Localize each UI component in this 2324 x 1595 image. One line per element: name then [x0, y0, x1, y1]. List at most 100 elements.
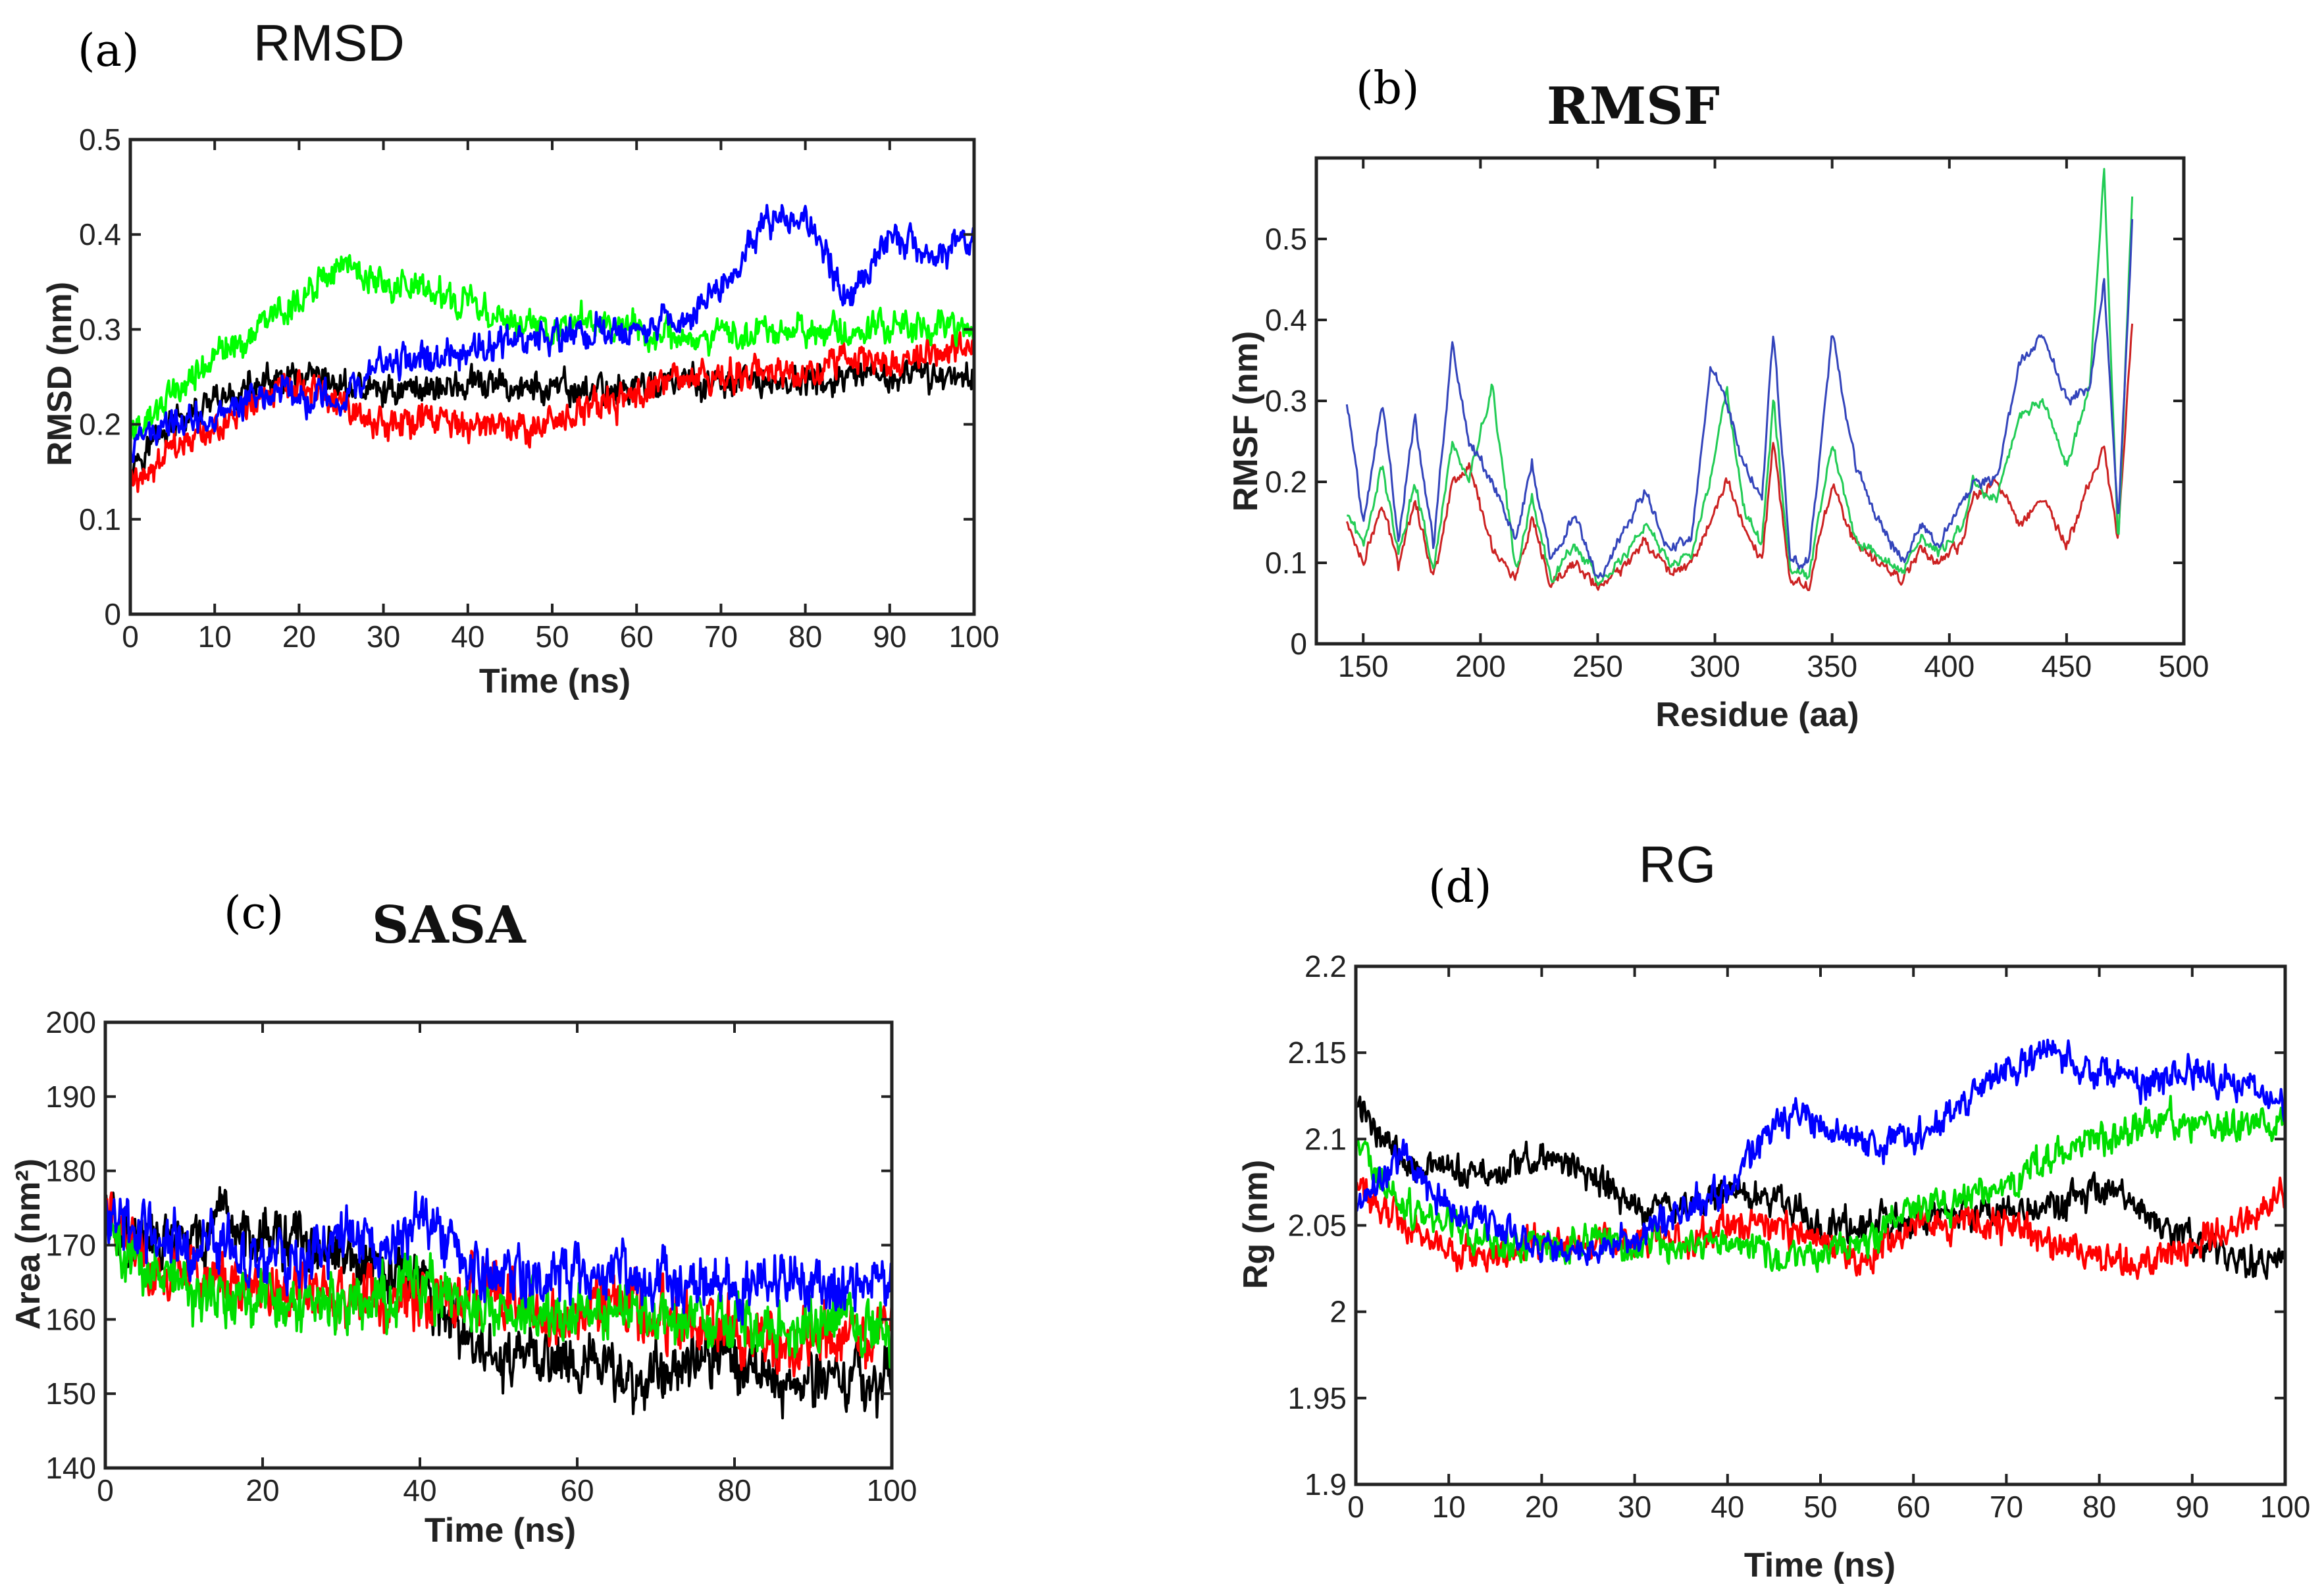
x-tick-label: 0 [1347, 1490, 1364, 1524]
x-tick-label: 100 [2260, 1490, 2311, 1524]
x-tick-label: 60 [560, 1473, 594, 1507]
plot-d: 0 10 20 30 40 50 60 70 80 90 100 1.9 1.95 2 2.05 2.1 2.1… [1287, 949, 2310, 1524]
series-line-green [1356, 1095, 2285, 1273]
y-tick-label: 170 [45, 1228, 96, 1263]
x-tick-label: 40 [403, 1473, 436, 1507]
y-tick-label: 190 [45, 1080, 96, 1114]
x-tick-label: 80 [788, 619, 822, 654]
x-tick-label: 20 [245, 1473, 279, 1507]
series-line-blue [1345, 219, 2134, 579]
x-tick-label: 500 [2159, 649, 2209, 683]
x-tick-label: 20 [1525, 1490, 1559, 1524]
panel-c: (c) SASA 0 20 40 60 80 100 140 150 160 170 180 190 2… [9, 887, 917, 1550]
x-tick-label: 10 [1432, 1490, 1466, 1524]
x-tick-label: 40 [451, 619, 484, 654]
x-tick-label: 50 [535, 619, 569, 654]
panel-a-title: RMSD [253, 14, 405, 72]
y-tick-label: 0.2 [1265, 465, 1307, 499]
series-line-blue [105, 1190, 892, 1326]
x-tick-label: 20 [282, 619, 316, 654]
y-tick-label: 2.1 [1304, 1122, 1347, 1156]
x-tick-label: 90 [873, 619, 906, 654]
panel-d: (d) RG 0 10 20 30 40 50 60 70 80 90 100 1.9 1.95 2 2.0… [1237, 835, 2310, 1584]
y-tick-label: 160 [45, 1302, 96, 1336]
series-line-blue [130, 203, 974, 463]
plot-c: 0 20 40 60 80 100 140 150 160 170 180 190 200 [45, 1005, 917, 1507]
plot-b: 150 200 250 300 350 400 450 500 0 0.1 0.2 0.3 0.4 0.5 [1265, 156, 2209, 683]
panel-b-ylabel: RMSF (nm) [1227, 331, 1265, 511]
y-tick-label: 0.2 [79, 407, 121, 442]
y-tick-label: 0.4 [1265, 303, 1307, 337]
series-line-red [1345, 323, 2134, 591]
x-tick-label: 70 [704, 619, 738, 654]
series-group [105, 1186, 892, 1420]
x-tick-label: 300 [1690, 649, 1740, 683]
y-tick-label: 0.3 [1265, 384, 1307, 418]
series-group [130, 203, 974, 493]
y-tick-label: 0.1 [1265, 546, 1307, 580]
x-tick-label: 100 [949, 619, 1000, 654]
y-tick-label: 0.3 [79, 312, 121, 346]
x-tick-label: 400 [1924, 649, 1975, 683]
x-tick-label: 30 [1618, 1490, 1651, 1524]
y-tick-label: 0.4 [79, 217, 121, 251]
y-tick-label: 200 [45, 1005, 96, 1039]
series-line-blue [1356, 1038, 2285, 1267]
series-line-red [130, 331, 974, 493]
x-tick-label: 40 [1711, 1490, 1744, 1524]
panel-d-title: RG [1639, 835, 1716, 893]
x-tick-label: 60 [620, 619, 654, 654]
y-tick-label: 0 [104, 597, 121, 631]
panel-c-title: SASA [372, 895, 527, 955]
y-tick-label: 1.95 [1287, 1381, 1347, 1415]
series-line-green [1347, 168, 2134, 586]
x-tick-label: 0 [97, 1473, 114, 1507]
panel-b-title: RMSF [1547, 76, 1720, 136]
panel-b-xlabel: Residue (aa) [1655, 696, 1859, 734]
y-tick-label: 0.5 [79, 122, 121, 157]
x-tick-label: 10 [198, 619, 232, 654]
panel-d-letter: (d) [1428, 861, 1492, 913]
y-tick-label: 2 [1330, 1295, 1347, 1329]
y-tick-label: 0.5 [1265, 222, 1307, 256]
panel-c-ylabel: Area (nm²) [9, 1159, 47, 1330]
x-tick-label: 30 [367, 619, 400, 654]
y-tick-label: 150 [45, 1376, 96, 1411]
y-tick-label: 2.05 [1287, 1209, 1347, 1243]
x-tick-label: 100 [867, 1473, 917, 1507]
x-tick-label: 250 [1572, 649, 1623, 683]
panel-d-xlabel: Time (ns) [1744, 1546, 1896, 1584]
series-line-black [1356, 1095, 2285, 1280]
y-tick-label: 180 [45, 1154, 96, 1188]
x-tick-label: 450 [2042, 649, 2092, 683]
panel-d-ylabel: Rg (nm) [1237, 1160, 1275, 1289]
y-tick-label: 0.1 [79, 502, 121, 536]
panel-b: (b) RMSF 150 200 250 300 350 400 450 500 0 0.1 0.2… [1227, 63, 2209, 734]
plot-a: 0 10 20 30 40 50 60 70 80 90 100 0 0.1 0.2 0.3 0.4 0.5 [79, 122, 999, 654]
panel-a-ylabel: RMSD (nm) [41, 282, 79, 466]
x-tick-label: 90 [2175, 1490, 2209, 1524]
x-tick-label: 80 [717, 1473, 751, 1507]
panel-a-xlabel: Time (ns) [479, 662, 631, 700]
x-tick-label: 200 [1455, 649, 1506, 683]
y-tick-label: 2.2 [1304, 949, 1347, 983]
y-tick-label: 2.15 [1287, 1035, 1347, 1070]
y-tick-label: 0 [1290, 627, 1307, 661]
x-tick-label: 70 [1990, 1490, 2023, 1524]
y-tick-label: 140 [45, 1451, 96, 1485]
x-tick-label: 50 [1803, 1490, 1837, 1524]
panel-c-letter: (c) [224, 887, 284, 939]
series-line-green [105, 1218, 892, 1369]
y-tick-label: 1.9 [1304, 1467, 1347, 1502]
x-tick-label: 80 [2082, 1490, 2116, 1524]
x-tick-label: 350 [1807, 649, 1857, 683]
x-tick-label: 0 [122, 619, 139, 654]
series-group [1356, 1038, 2285, 1280]
x-tick-label: 150 [1338, 649, 1389, 683]
series-group [1345, 168, 2134, 591]
panel-a: (a) RMSD 0 10 20 30 40 50 60 70 80 90 100 0 0.1 0.2 0.… [41, 14, 999, 700]
panel-a-letter: (a) [78, 25, 140, 77]
x-tick-label: 60 [1897, 1490, 1930, 1524]
panel-c-xlabel: Time (ns) [425, 1511, 576, 1550]
